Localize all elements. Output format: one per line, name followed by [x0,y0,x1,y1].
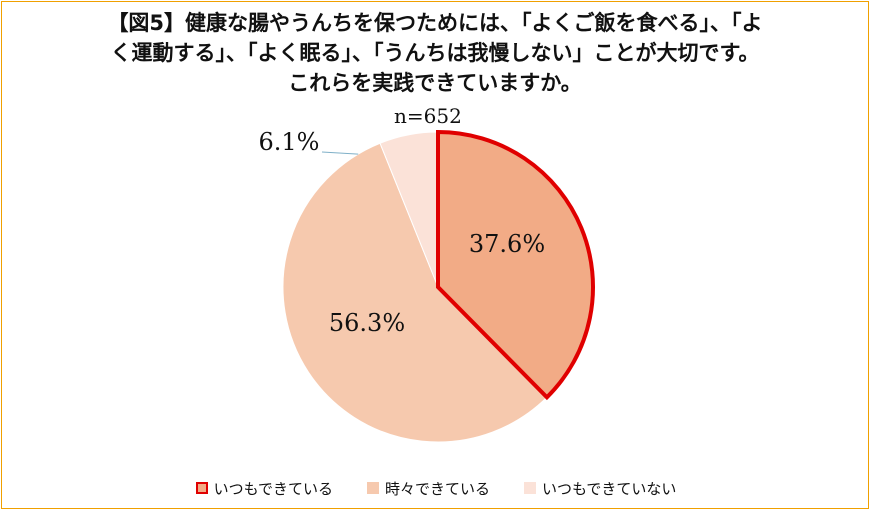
slice-data-label: 37.6% [469,230,545,258]
title-line: く運動する」、「よく眠る」、「うんちは我慢しない」ことが大切です。 [110,41,760,65]
chart-title: 【図5】健康な腸やうんちを保つためには、「よくご飯を食べる」、「よ く運動する」… [10,8,860,98]
slice-data-label: 6.1% [259,128,320,156]
legend-swatch [524,482,536,494]
legend-label: 時々できている [384,479,490,498]
title-line: 【図5】健康な腸やうんちを保つためには、「よくご飯を食べる」、「よ [107,11,763,35]
legend-label: いつもできていない [542,479,677,498]
leader-line [321,151,359,155]
highlight-border [436,129,595,401]
slice-data-label: 56.3% [329,309,405,337]
legend: いつもできている 時々できている いつもできていない [0,476,872,500]
pie-slice [282,142,548,443]
legend-item: いつもできている [195,478,333,499]
sample-size-label: n=652 [394,104,462,128]
legend-swatch [366,482,379,494]
legend-label: いつもできている [213,479,333,498]
legend-item: いつもできていない [524,478,676,499]
legend-swatch [195,482,208,494]
title-line: これらを実践できていますか。 [288,71,582,95]
legend-item: 時々できている [366,478,490,499]
